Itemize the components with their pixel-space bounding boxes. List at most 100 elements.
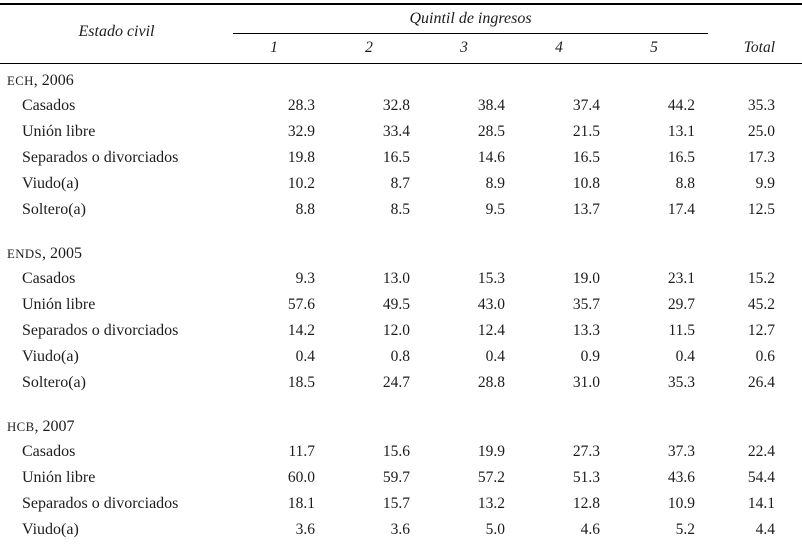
section-header-row: ENDS, 2005 xyxy=(0,223,802,266)
column-header-row: 1 2 3 4 5 Total xyxy=(0,33,802,64)
table-row: Casados 9.3 13.0 15.3 19.0 23.1 15.2 xyxy=(0,266,802,292)
cell-q1: 60.0 xyxy=(287,469,315,486)
row-label: Separados o divorciados xyxy=(22,149,179,166)
cell-q2: 3.6 xyxy=(390,521,410,538)
cell-total: 35.3 xyxy=(747,97,776,114)
cell-q2: 8.5 xyxy=(390,201,410,218)
table-row: Soltero(a) 18.5 24.7 28.8 31.0 35.3 26.4 xyxy=(0,370,802,396)
cell-q5: 35.3 xyxy=(667,374,696,391)
table-row: Separados o divorciados 18.1 15.7 13.2 1… xyxy=(0,491,802,517)
marital-status-by-quintile-table: Estado civil Quintil de ingresos 1 2 3 4… xyxy=(0,3,802,546)
cell-q1: 57.6 xyxy=(287,296,315,313)
quintil-de-ingresos-spanner: Quintil de ingresos xyxy=(233,4,709,34)
cell-q5: 23.1 xyxy=(667,270,696,287)
column-header-q4: 4 xyxy=(518,33,613,64)
cell-q1: 10.2 xyxy=(287,175,315,192)
cell-q2: 24.7 xyxy=(382,374,410,391)
table-row: Separados o divorciados 19.8 16.5 14.6 1… xyxy=(0,145,802,171)
cell-q3: 13.2 xyxy=(477,495,505,512)
cell-q4: 10.8 xyxy=(572,175,600,192)
section-title: ECH, 2006 xyxy=(0,64,802,94)
column-header-q3: 3 xyxy=(423,33,518,64)
cell-q2: 33.4 xyxy=(382,123,410,140)
cell-q1: 3.6 xyxy=(295,521,315,538)
table-row: Casados 11.7 15.6 19.9 27.3 37.3 22.4 xyxy=(0,439,802,465)
cell-q4: 27.3 xyxy=(572,443,600,460)
cell-q4: 19.0 xyxy=(572,270,600,287)
table-body: ECH, 2006 Casados 28.3 32.8 38.4 37.4 44… xyxy=(0,64,802,546)
cell-q5: 43.6 xyxy=(667,469,696,486)
column-header-q5: 5 xyxy=(613,33,709,64)
cell-q3: 57.2 xyxy=(477,469,505,486)
row-label: Unión libre xyxy=(22,123,96,140)
table-row: Unión libre 57.6 49.5 43.0 35.7 29.7 45.… xyxy=(0,292,802,318)
cell-total: 25.0 xyxy=(747,123,776,140)
section-acronym: HCB xyxy=(7,420,35,434)
cell-total: 14.1 xyxy=(747,495,776,512)
estado-civil-header: Estado civil xyxy=(0,4,233,64)
row-label: Viudo(a) xyxy=(22,348,79,365)
cell-q5: 37.3 xyxy=(667,443,696,460)
cell-total: 15.2 xyxy=(747,270,776,287)
cell-q5: 13.1 xyxy=(667,123,696,140)
table-header: Estado civil Quintil de ingresos 1 2 3 4… xyxy=(0,4,802,64)
cell-q2: 59.7 xyxy=(382,469,410,486)
cell-total: 12.5 xyxy=(747,201,776,218)
cell-q4: 35.7 xyxy=(572,296,600,313)
cell-q1: 9.3 xyxy=(295,270,315,287)
row-label: Unión libre xyxy=(22,296,96,313)
section-header-row: HCB, 2007 xyxy=(0,396,802,439)
row-label: Casados xyxy=(22,443,76,460)
cell-q1: 14.2 xyxy=(287,322,315,339)
cell-q2: 8.7 xyxy=(390,175,410,192)
cell-q5: 16.5 xyxy=(667,149,696,166)
cell-q3: 15.3 xyxy=(477,270,505,287)
section-year: , 2005 xyxy=(42,245,83,262)
spanner-row: Estado civil Quintil de ingresos xyxy=(0,4,802,64)
table-row: Unión libre 60.0 59.7 57.2 51.3 43.6 54.… xyxy=(0,465,802,491)
cell-q3: 5.0 xyxy=(485,521,505,538)
table-row: Soltero(a) 8.8 8.5 9.5 13.7 17.4 12.5 xyxy=(0,197,802,223)
cell-q5: 11.5 xyxy=(668,322,696,339)
row-label: Separados o divorciados xyxy=(22,495,179,512)
cell-q1: 8.8 xyxy=(295,201,315,218)
cell-q4: 4.6 xyxy=(580,521,600,538)
row-label: Casados xyxy=(22,270,76,287)
cell-q1: 32.9 xyxy=(287,123,315,140)
cell-q5: 8.8 xyxy=(675,175,696,192)
cell-q2: 49.5 xyxy=(382,296,410,313)
row-label: Soltero(a) xyxy=(22,374,86,391)
column-header-q1: 1 xyxy=(233,33,328,64)
cell-total: 4.4 xyxy=(755,521,776,538)
cell-q2: 32.8 xyxy=(382,97,410,114)
table-row: Viudo(a) 0.4 0.8 0.4 0.9 0.4 0.6 xyxy=(0,344,802,370)
table-row: Viudo(a) 3.6 3.6 5.0 4.6 5.2 4.4 xyxy=(0,517,802,543)
cell-total: 45.2 xyxy=(747,296,776,313)
row-label: Viudo(a) xyxy=(22,521,79,538)
cell-q3: 38.4 xyxy=(477,97,505,114)
cell-q4: 21.5 xyxy=(572,123,600,140)
section-title: HCB, 2007 xyxy=(0,396,802,439)
table-row: Separados o divorciados 14.2 12.0 12.4 1… xyxy=(0,318,802,344)
cell-q4: 37.4 xyxy=(572,97,600,114)
cell-q5: 29.7 xyxy=(667,296,696,313)
cell-total: 0.6 xyxy=(755,348,776,365)
row-label: Soltero(a) xyxy=(22,201,86,218)
cell-q5: 44.2 xyxy=(667,97,696,114)
column-header-total: Total xyxy=(708,33,802,64)
cell-q3: 28.5 xyxy=(477,123,505,140)
table-row: Viudo(a) 10.2 8.7 8.9 10.8 8.8 9.9 xyxy=(0,171,802,197)
cell-q3: 14.6 xyxy=(477,149,505,166)
cell-q3: 8.9 xyxy=(485,175,505,192)
cell-q2: 16.5 xyxy=(382,149,410,166)
row-label: Unión libre xyxy=(22,469,96,486)
cell-q1: 19.8 xyxy=(287,149,315,166)
section-title: ENDS, 2005 xyxy=(0,223,802,266)
cell-q3: 9.5 xyxy=(485,201,505,218)
table-row: Casados 28.3 32.8 38.4 37.4 44.2 35.3 xyxy=(0,93,802,119)
cell-q4: 51.3 xyxy=(572,469,600,486)
row-label: Viudo(a) xyxy=(22,175,79,192)
cell-q2: 15.7 xyxy=(382,495,410,512)
cell-total: 17.3 xyxy=(747,149,776,166)
